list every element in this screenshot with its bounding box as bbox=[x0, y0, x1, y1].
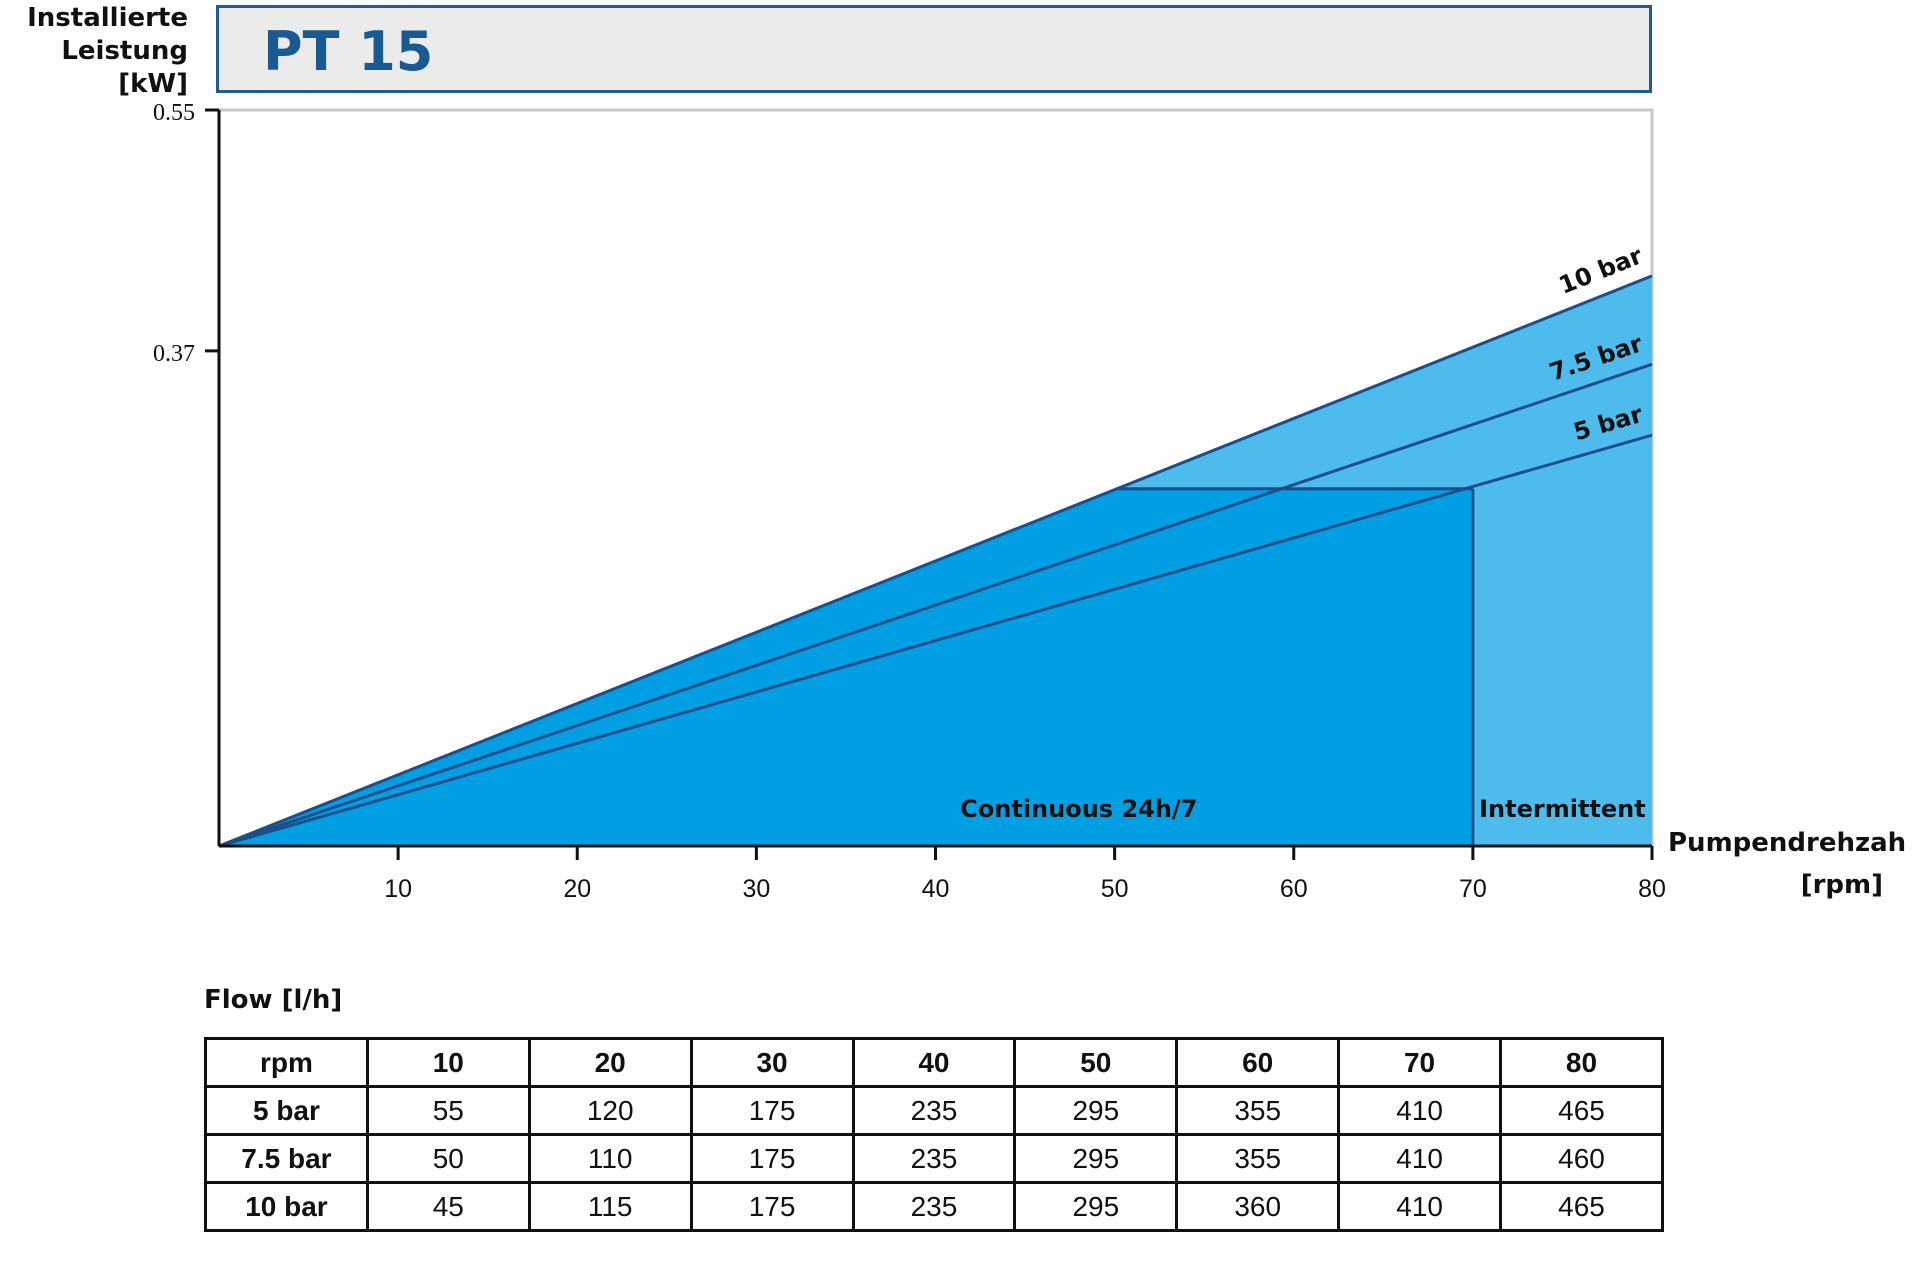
table-header-cell: 30 bbox=[689, 1037, 855, 1088]
table-header-cell: 10 bbox=[365, 1037, 531, 1088]
region-label-continuous: Continuous 24h/7 bbox=[960, 795, 1197, 823]
table-row: 10 bar 45 115 175 235 295 360 410 465 bbox=[204, 1181, 1664, 1232]
table-row-label: 10 bar bbox=[204, 1181, 369, 1232]
table-header-cell: rpm bbox=[204, 1037, 369, 1088]
table-cell: 360 bbox=[1175, 1181, 1341, 1232]
table-header-cell: 70 bbox=[1337, 1037, 1502, 1088]
table-header-cell: 40 bbox=[851, 1037, 1017, 1088]
chart-title-box: PT 15 bbox=[216, 5, 1652, 93]
y-tick-label-0.37: 0.37 bbox=[153, 341, 195, 367]
x-tick-label-10: 10 bbox=[384, 875, 412, 903]
table-header-row: rpm 10 20 30 40 50 60 70 80 bbox=[204, 1037, 1664, 1088]
table-header-cell: 80 bbox=[1499, 1037, 1664, 1088]
table-cell: 45 bbox=[365, 1181, 531, 1232]
table-cell: 55 bbox=[365, 1085, 531, 1136]
table-cell: 355 bbox=[1175, 1133, 1341, 1184]
table-cell: 235 bbox=[851, 1181, 1017, 1232]
table-cell: 465 bbox=[1499, 1181, 1664, 1232]
series-line-5-bar bbox=[218, 433, 1653, 848]
flow-table-caption: Flow [l/h] bbox=[204, 985, 343, 1015]
x-tick-label-30: 30 bbox=[742, 875, 770, 903]
table-cell: 295 bbox=[1013, 1085, 1179, 1136]
table-cell: 410 bbox=[1337, 1133, 1502, 1184]
table-cell: 110 bbox=[527, 1133, 693, 1184]
x-axis-title-line2: [rpm] bbox=[1800, 870, 1883, 900]
table-cell: 465 bbox=[1499, 1085, 1664, 1136]
table-cell: 115 bbox=[527, 1181, 693, 1232]
x-axis-title: Pumpendrehzah [rpm] bbox=[1668, 826, 1913, 902]
table-row: 7.5 bar 50 110 175 235 295 355 410 460 bbox=[204, 1133, 1664, 1184]
y-axis-title: Installierte Leistung [kW] bbox=[10, 2, 188, 101]
x-tick-label-20: 20 bbox=[563, 875, 591, 903]
table-header-cell: 20 bbox=[527, 1037, 693, 1088]
table-cell: 460 bbox=[1499, 1133, 1664, 1184]
table-cell: 175 bbox=[689, 1181, 855, 1232]
table-cell: 175 bbox=[689, 1133, 855, 1184]
table-cell: 175 bbox=[689, 1085, 855, 1136]
x-axis-title-line1: Pumpendrehzah bbox=[1668, 828, 1907, 858]
table-row: 5 bar 55 120 175 235 295 355 410 465 bbox=[204, 1085, 1664, 1136]
series-line-7-5-bar bbox=[218, 362, 1653, 848]
table-cell: 120 bbox=[527, 1085, 693, 1136]
y-axis-title-line2: Leistung bbox=[61, 36, 188, 66]
y-axis-title-line3: [kW] bbox=[118, 69, 188, 99]
x-tick-label-70: 70 bbox=[1459, 875, 1487, 903]
table-cell: 235 bbox=[851, 1133, 1017, 1184]
table-row-label: 5 bar bbox=[204, 1085, 369, 1136]
table-cell: 235 bbox=[851, 1085, 1017, 1136]
x-tick-label-60: 60 bbox=[1280, 875, 1308, 903]
x-tick-label-50: 50 bbox=[1101, 875, 1129, 903]
table-cell: 410 bbox=[1337, 1085, 1502, 1136]
series-line-10-bar bbox=[218, 274, 1653, 848]
x-tick-label-40: 40 bbox=[922, 875, 950, 903]
table-header-cell: 60 bbox=[1175, 1037, 1341, 1088]
table-row-label: 7.5 bar bbox=[204, 1133, 369, 1184]
y-axis-title-line1: Installierte bbox=[27, 3, 188, 33]
table-cell: 50 bbox=[365, 1133, 531, 1184]
region-label-intermittent: Intermittent bbox=[1479, 795, 1646, 823]
chart-title: PT 15 bbox=[263, 20, 434, 83]
y-tick-label-0.55: 0.55 bbox=[153, 100, 195, 126]
table-cell: 355 bbox=[1175, 1085, 1341, 1136]
table-cell: 295 bbox=[1013, 1181, 1179, 1232]
table-cell: 410 bbox=[1337, 1181, 1502, 1232]
table-cell: 295 bbox=[1013, 1133, 1179, 1184]
table-header-cell: 50 bbox=[1013, 1037, 1179, 1088]
x-tick-label-80: 80 bbox=[1638, 875, 1666, 903]
flow-table: rpm 10 20 30 40 50 60 70 80 5 bar 55 120 175 235 295 35… bbox=[204, 1037, 1664, 1232]
